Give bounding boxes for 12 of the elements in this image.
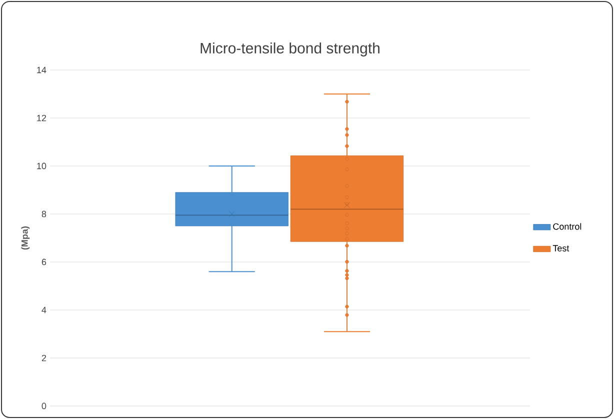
chart-title: Micro-tensile bond strength [200,42,380,56]
y-tick-label: 14 [37,66,46,74]
y-tick-label: 4 [42,306,46,314]
y-tick-label: 8 [42,210,46,218]
legend-label: Control [553,223,582,230]
y-tick-label: 10 [37,162,46,170]
y-tick-label: 2 [42,354,46,362]
y-tick-label: 12 [37,114,46,122]
y-tick-label: 0 [42,402,46,410]
y-tick-label: 6 [42,258,46,266]
y-axis-title: (Mpa) [21,226,30,250]
legend-label: Test [552,245,570,252]
